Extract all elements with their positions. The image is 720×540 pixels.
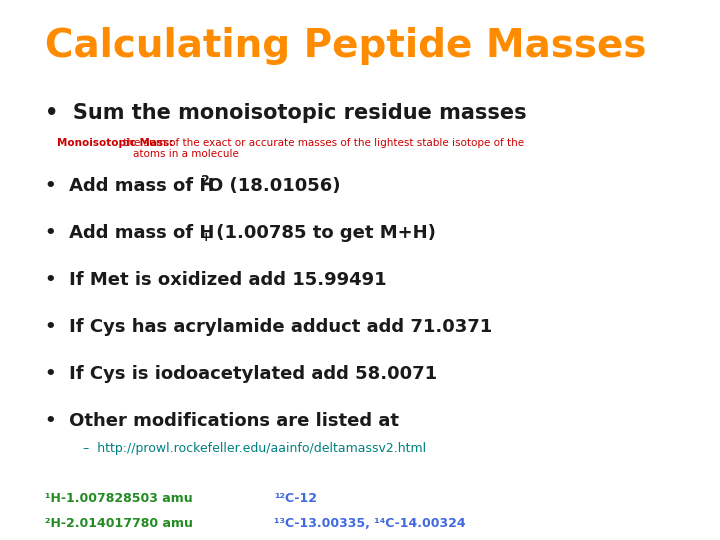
Text: –  http://prowl.rockefeller.edu/aainfo/deltamassv2.html: – http://prowl.rockefeller.edu/aainfo/de…	[83, 442, 426, 455]
Text: •  Other modifications are listed at: • Other modifications are listed at	[45, 412, 399, 430]
Text: +: +	[201, 231, 212, 244]
Text: ¹H-1.007828503 amu: ¹H-1.007828503 amu	[45, 492, 192, 505]
Text: •  If Cys is iodoacetylated add 58.0071: • If Cys is iodoacetylated add 58.0071	[45, 365, 437, 383]
Text: (1.00785 to get M+H): (1.00785 to get M+H)	[210, 224, 436, 242]
Text: ¹²C-12: ¹²C-12	[274, 492, 317, 505]
Text: •  Add mass of H: • Add mass of H	[45, 177, 214, 195]
Text: ²H-2.014017780 amu: ²H-2.014017780 amu	[45, 517, 192, 530]
Text: Monoisotopic Mass:: Monoisotopic Mass:	[58, 138, 174, 148]
Text: •  Add mass of H: • Add mass of H	[45, 224, 214, 242]
Text: •  If Met is oxidized add 15.99491: • If Met is oxidized add 15.99491	[45, 271, 386, 289]
Text: O (18.01056): O (18.01056)	[209, 177, 341, 195]
Text: Calculating Peptide Masses: Calculating Peptide Masses	[45, 27, 646, 65]
Text: ¹³C-13.00335, ¹⁴C-14.00324: ¹³C-13.00335, ¹⁴C-14.00324	[274, 517, 466, 530]
Text: •  Sum the monoisotopic residue masses: • Sum the monoisotopic residue masses	[45, 103, 526, 123]
Text: 2: 2	[201, 174, 210, 187]
Text: the sum of the exact or accurate masses of the lightest stable isotope of the
  : the sum of the exact or accurate masses …	[120, 138, 524, 159]
Text: •  If Cys has acrylamide adduct add 71.0371: • If Cys has acrylamide adduct add 71.03…	[45, 318, 492, 336]
